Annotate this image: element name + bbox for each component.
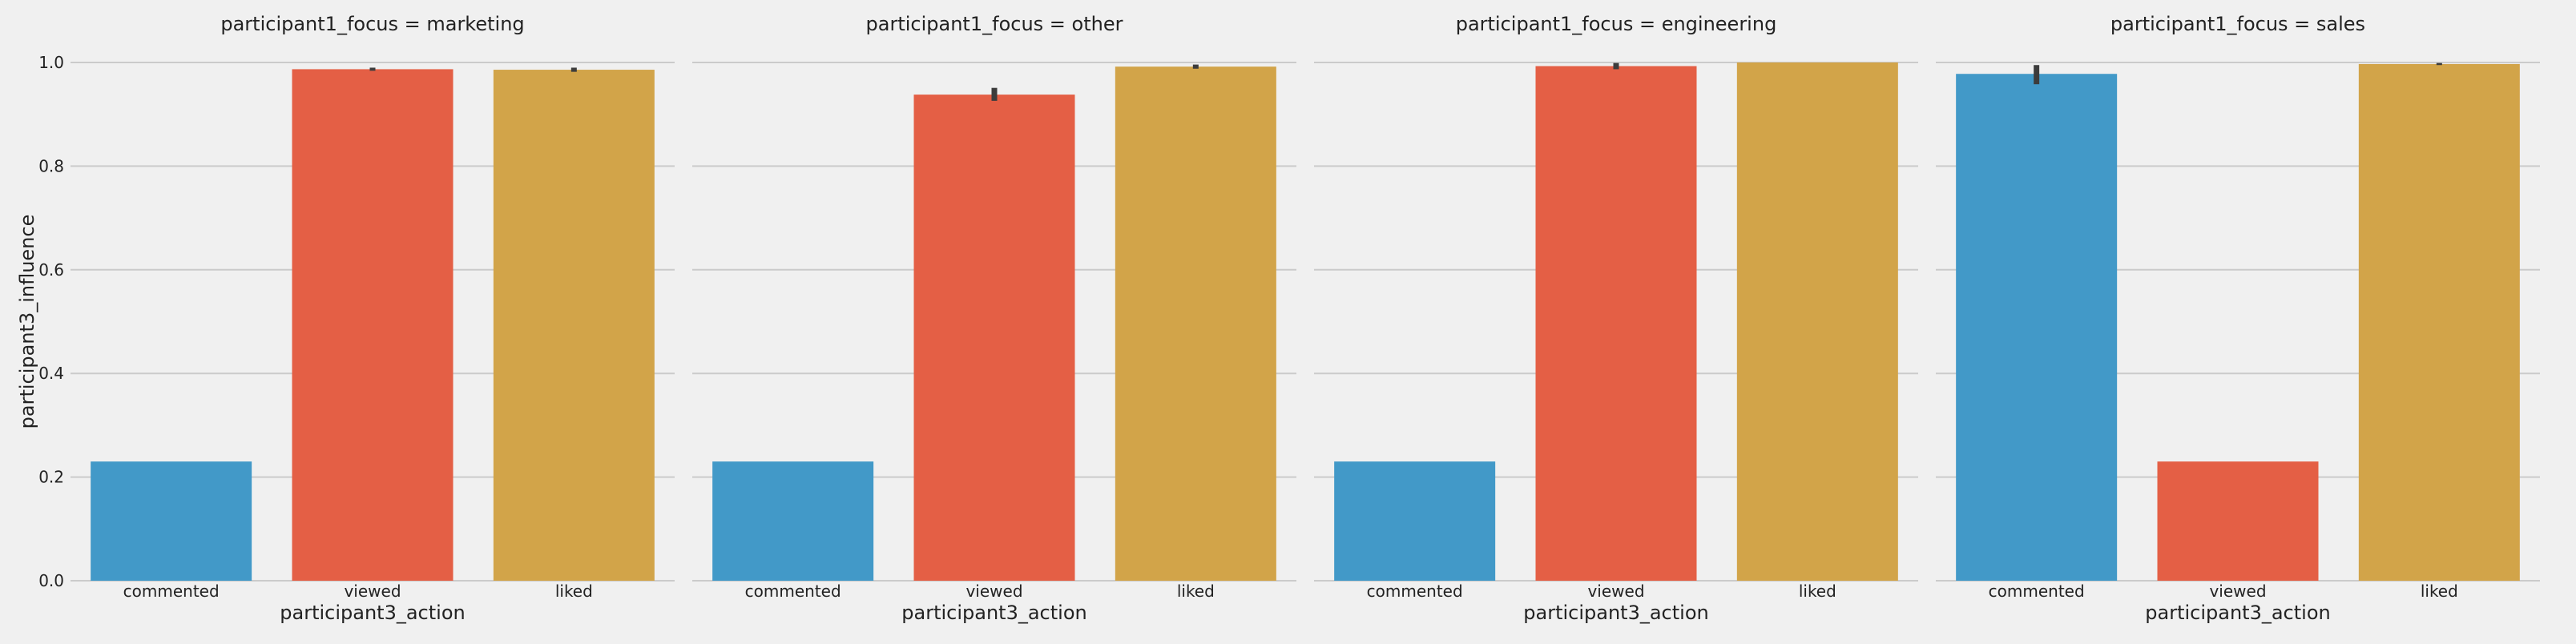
- bar-liked: [2358, 63, 2520, 582]
- y-tick-label: 0.2: [38, 468, 64, 487]
- bar-commented: [91, 461, 252, 581]
- y-tick-label: 1.0: [38, 53, 64, 72]
- x-tick-label: commented: [1989, 582, 2085, 601]
- facet-title: participant1_focus = marketing: [220, 13, 524, 35]
- y-tick-label: 0.8: [38, 156, 64, 175]
- x-axis-label: participant3_action: [280, 602, 465, 624]
- x-tick-label: commented: [1367, 582, 1463, 601]
- x-tick-label: liked: [555, 582, 593, 601]
- bar-viewed: [292, 69, 454, 581]
- x-axis-label: participant3_action: [901, 602, 1086, 624]
- x-tick-label: liked: [1799, 582, 1836, 601]
- x-tick-label: liked: [2421, 582, 2458, 601]
- y-tick-label: 0.4: [38, 364, 64, 383]
- bar-commented: [1956, 74, 2118, 581]
- facet-title: participant1_focus = sales: [2110, 13, 2365, 35]
- y-axis-label: participant3_influence: [16, 215, 38, 429]
- bar-commented: [1334, 461, 1496, 581]
- x-tick-label: liked: [1177, 582, 1215, 601]
- x-tick-label: viewed: [965, 582, 1022, 601]
- bar-liked: [1736, 62, 1898, 581]
- bar-liked: [1115, 66, 1276, 581]
- x-tick-label: viewed: [344, 582, 401, 601]
- x-tick-label: viewed: [1587, 582, 1644, 601]
- bar-viewed: [2157, 461, 2319, 581]
- bar-viewed: [1535, 66, 1697, 582]
- bar-commented: [712, 461, 874, 581]
- y-tick-label: 0.0: [38, 571, 64, 590]
- bar-liked: [493, 70, 655, 582]
- x-axis-label: participant3_action: [1523, 602, 1708, 624]
- x-tick-label: commented: [745, 582, 841, 601]
- bar-viewed: [913, 95, 1075, 581]
- x-tick-label: commented: [123, 582, 220, 601]
- facet-title: participant1_focus = other: [866, 13, 1123, 35]
- x-axis-label: participant3_action: [2145, 602, 2330, 624]
- facet-title: participant1_focus = engineering: [1456, 13, 1777, 35]
- x-tick-label: viewed: [2209, 582, 2266, 601]
- y-tick-label: 0.6: [38, 260, 64, 280]
